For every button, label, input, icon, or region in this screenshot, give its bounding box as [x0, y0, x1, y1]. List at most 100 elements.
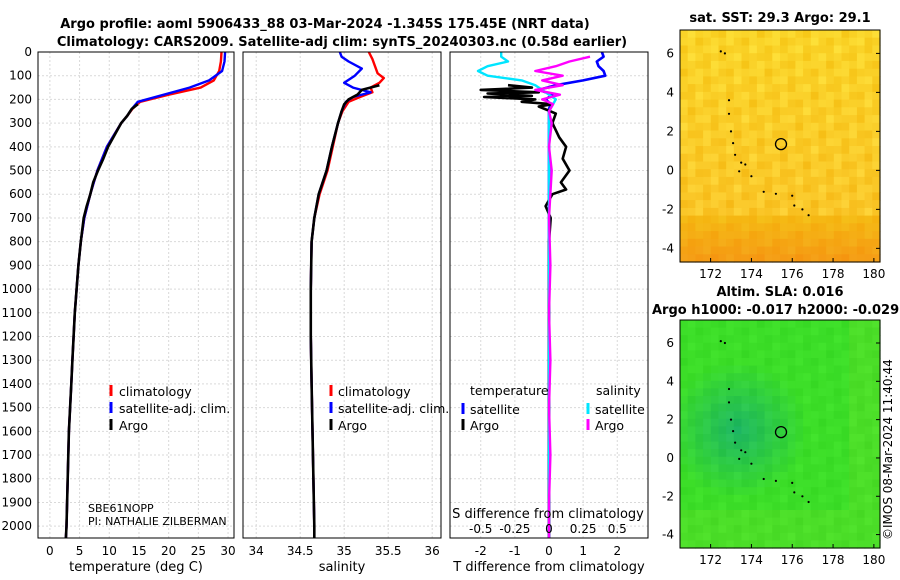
map-cell — [680, 153, 689, 162]
map-cell — [818, 161, 827, 170]
map-cell — [680, 107, 689, 116]
map-cell — [833, 335, 843, 344]
map-cell — [687, 115, 696, 124]
map-cell — [741, 434, 750, 443]
island-marker — [801, 495, 804, 498]
map-cell — [680, 84, 689, 93]
map-cell — [864, 84, 873, 93]
map-cell — [795, 464, 804, 473]
map-cell — [764, 426, 773, 435]
map-cell — [864, 246, 873, 255]
map-cell — [772, 207, 781, 217]
map-cell — [787, 441, 796, 450]
map-cell — [749, 169, 758, 178]
map-cell — [772, 161, 781, 170]
map-cell — [695, 373, 704, 382]
map-cell — [810, 350, 820, 359]
map-cell — [687, 60, 696, 70]
island-marker — [744, 451, 747, 454]
map-cell — [718, 335, 727, 344]
map-cell — [756, 192, 766, 201]
map-cell — [795, 449, 804, 458]
map-cell — [810, 441, 820, 450]
map-cell — [833, 494, 843, 503]
map-cell — [749, 418, 758, 427]
map-cell — [756, 350, 766, 359]
map-cell — [741, 403, 750, 412]
map-cell — [856, 517, 866, 526]
map-cell — [726, 161, 735, 170]
map-cell — [780, 320, 789, 329]
map-y-tick-label: 6 — [666, 336, 674, 350]
map-cell — [864, 192, 873, 201]
map-cell — [695, 517, 704, 526]
map-cell — [710, 358, 720, 367]
map-cell — [810, 192, 820, 201]
map-cell — [695, 207, 704, 217]
map-cell — [833, 207, 843, 217]
map-cell — [841, 456, 850, 465]
map-cell — [718, 510, 727, 519]
map-cell — [741, 487, 750, 496]
map-cell — [872, 472, 881, 481]
map-cell — [695, 449, 704, 458]
series-argo — [64, 103, 139, 539]
map-cell — [733, 122, 743, 132]
map-cell — [749, 350, 758, 359]
map-cell — [687, 91, 696, 101]
map-cell — [703, 231, 712, 240]
map-cell — [833, 418, 843, 427]
map-cell — [818, 231, 827, 240]
map-y-tick-label: 0 — [666, 451, 674, 465]
map-cell — [680, 320, 689, 329]
map-cell — [856, 502, 866, 511]
map-cell — [749, 380, 758, 389]
map-cell — [687, 76, 696, 85]
map-cell — [795, 426, 804, 435]
map-cell — [803, 146, 812, 155]
map-cell — [726, 403, 735, 412]
map-y-tick-label: -4 — [662, 241, 674, 255]
map-cell — [756, 320, 766, 329]
map-cell — [780, 441, 789, 450]
map-cell — [849, 388, 858, 397]
map-cell — [741, 517, 750, 526]
series-climatology — [309, 51, 385, 538]
map-cell — [749, 231, 758, 240]
map-cell — [872, 487, 881, 496]
map-cell — [787, 365, 796, 374]
map-cell — [772, 138, 781, 147]
map-cell — [849, 464, 858, 473]
map-cell — [772, 358, 781, 367]
map-cell — [841, 107, 850, 116]
map-cell — [849, 223, 858, 232]
legend-label: Argo — [470, 418, 499, 433]
map-cell — [856, 254, 866, 263]
map-cell — [733, 238, 743, 248]
map-cell — [764, 396, 773, 405]
map-cell — [856, 441, 866, 450]
map-cell — [687, 53, 696, 62]
map-cell — [772, 441, 781, 450]
map-cell — [726, 207, 735, 217]
map-cell — [726, 388, 735, 397]
map-cell — [749, 434, 758, 443]
map-cell — [849, 320, 858, 329]
map-cell — [772, 365, 781, 374]
map-cell — [833, 532, 843, 541]
map-cell — [772, 525, 781, 534]
map-cell — [849, 184, 858, 193]
map-cell — [733, 525, 743, 534]
map-cell — [856, 342, 866, 351]
map-cell — [849, 532, 858, 541]
map-cell — [849, 403, 858, 412]
depth-tick-label: 1100 — [1, 306, 32, 320]
island-marker — [750, 462, 753, 465]
map-cell — [833, 53, 843, 62]
map-cell — [756, 342, 766, 351]
map-cell — [841, 358, 850, 367]
map-cell — [764, 434, 773, 443]
map-cell — [726, 192, 735, 201]
map-cell — [872, 53, 881, 62]
